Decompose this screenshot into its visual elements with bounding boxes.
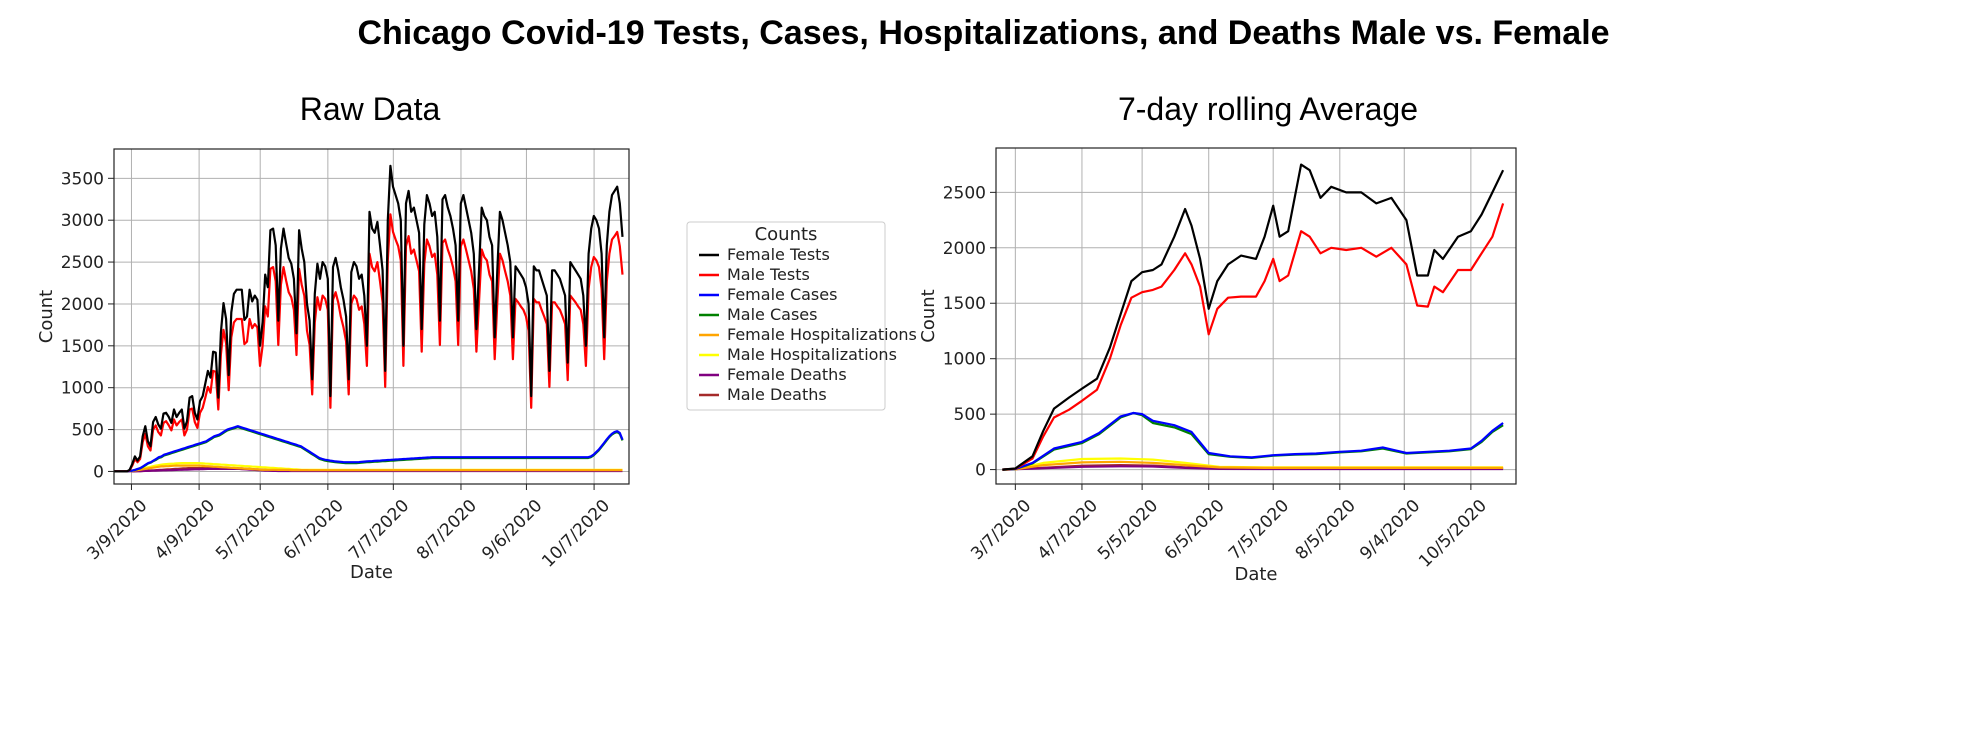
- x-tick-label: 7/5/2020: [1225, 496, 1293, 564]
- series-line-female-cases: [1002, 411, 1504, 471]
- series-line-female-hospitalizations: [114, 464, 623, 473]
- legend-title: Counts: [755, 224, 818, 245]
- plot-frame: [995, 147, 1517, 485]
- series-line-male-cases: [1002, 411, 1504, 471]
- x-tick-label: 3/9/2020: [83, 496, 151, 564]
- x-tick-label: 3/7/2020: [967, 496, 1035, 564]
- panel-rolling-average: 7-day rolling Average 0 500 1000 1500 2000 250…: [918, 91, 1517, 585]
- y-axis-label: Count: [918, 289, 939, 342]
- subplot-title: Raw Data: [300, 91, 441, 127]
- series-line-female-deaths: [1002, 465, 1504, 471]
- x-axis-label: Date: [1234, 564, 1277, 585]
- y-tick-label: 2500: [943, 183, 986, 203]
- legend-label: Male Hospitalizations: [727, 345, 897, 364]
- chart-title: Chicago Covid-19 Tests, Cases, Hospitali…: [357, 14, 1610, 52]
- legend-label: Male Cases: [727, 305, 817, 324]
- x-tick-label: 8/7/2020: [413, 496, 481, 564]
- x-tick-label: 10/7/2020: [538, 496, 614, 572]
- x-tick-label: 9/6/2020: [478, 496, 546, 564]
- y-tick-label: 1500: [61, 337, 104, 357]
- x-tick-label: 4/7/2020: [1034, 496, 1102, 564]
- legend-label: Female Cases: [727, 285, 837, 304]
- legend-label: Male Tests: [727, 265, 810, 284]
- x-tick-label: 6/7/2020: [280, 496, 348, 564]
- series-line-female-tests: [114, 164, 624, 473]
- plot-frame: [113, 148, 630, 485]
- legend-box: [686, 221, 886, 411]
- x-tick-label: 10/5/2020: [1415, 496, 1491, 572]
- y-tick-label: 500: [72, 421, 104, 441]
- x-tick-label: 8/5/2020: [1292, 496, 1360, 564]
- y-tick-label: 1500: [943, 294, 986, 314]
- y-tick-label: 500: [954, 405, 986, 425]
- y-tick-label: 2500: [61, 253, 104, 273]
- series-line-male-tests: [1002, 203, 1505, 471]
- x-tick-label: 6/5/2020: [1161, 496, 1229, 564]
- x-tick-label: 5/7/2020: [212, 496, 280, 564]
- series-line-female-tests: [1002, 163, 1505, 471]
- y-tick-label: 2000: [61, 295, 104, 315]
- legend-label: Female Hospitalizations: [727, 325, 917, 344]
- series-line-female-cases: [114, 425, 624, 473]
- y-tick-label: 1000: [943, 350, 986, 370]
- x-axis-label: Date: [350, 562, 393, 583]
- y-tick-label: 0: [975, 461, 986, 481]
- x-tick-label: 7/7/2020: [345, 496, 413, 564]
- panel-raw-data: Raw Data 0 500 1000 1500 2000 2500 3000 3500 3/9/…: [36, 91, 630, 583]
- y-axis-label: Count: [36, 290, 57, 343]
- legend-label: Male Deaths: [727, 385, 827, 404]
- legend-label: Female Tests: [727, 245, 830, 264]
- y-tick-label: 3500: [61, 169, 104, 189]
- y-tick-label: 0: [93, 462, 104, 482]
- y-tick-label: 2000: [943, 239, 986, 259]
- legend-label: Female Deaths: [727, 365, 847, 384]
- x-tick-label: 5/5/2020: [1094, 496, 1162, 564]
- subplot-title: 7-day rolling Average: [1118, 91, 1418, 127]
- y-tick-label: 1000: [61, 379, 104, 399]
- x-tick-label: 4/9/2020: [151, 496, 219, 564]
- series-line-female-hospitalizations: [1002, 460, 1504, 471]
- x-tick-label: 9/4/2020: [1356, 496, 1424, 564]
- y-tick-label: 3000: [61, 211, 104, 231]
